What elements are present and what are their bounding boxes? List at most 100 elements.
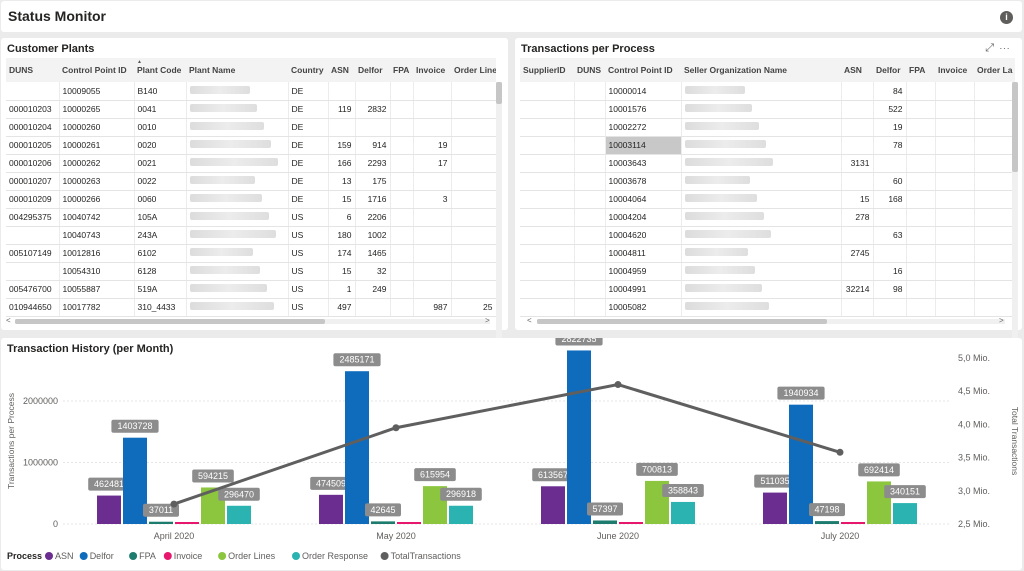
scroll-right-arrow-icon[interactable]: >	[999, 316, 1004, 325]
column-header-plant-code[interactable]: Plant Code ▲	[134, 58, 186, 82]
table-cell[interactable]: 119	[328, 100, 356, 119]
legend-item[interactable]: ASN	[55, 551, 74, 561]
table-cell[interactable]: 522	[873, 100, 907, 119]
table-cell[interactable]	[974, 172, 1016, 191]
table-cell[interactable]	[681, 118, 842, 137]
table-cell[interactable]	[574, 82, 606, 101]
customer-plants-vertical-scrollbar[interactable]	[496, 82, 502, 348]
table-cell[interactable]	[681, 136, 842, 155]
total-transactions-point[interactable]	[614, 381, 622, 389]
table-cell[interactable]: 10000265	[59, 100, 135, 119]
table-row[interactable]: 10003643 3131	[520, 154, 1016, 173]
total-transactions-line[interactable]	[173, 383, 841, 506]
table-cell[interactable]	[574, 244, 606, 263]
table-cell[interactable]: 10004620	[605, 226, 682, 245]
column-header-fpa[interactable]: FPA	[390, 58, 413, 82]
table-row[interactable]: 10004620 63	[520, 226, 1016, 245]
bar-delfor[interactable]	[567, 350, 591, 524]
table-cell[interactable]	[935, 280, 975, 299]
table-cell[interactable]	[390, 154, 414, 173]
table-cell[interactable]: 6	[328, 208, 356, 227]
table-cell[interactable]: 005476700	[6, 280, 60, 299]
bar-order-response[interactable]	[671, 501, 695, 524]
table-cell[interactable]	[574, 280, 606, 299]
legend-item[interactable]: TotalTransactions	[391, 551, 462, 561]
table-row[interactable]: 10054310 6128 US 15 32	[6, 262, 497, 281]
table-cell[interactable]	[451, 82, 497, 101]
column-header-duns[interactable]: DUNS	[6, 58, 59, 82]
table-cell[interactable]: 10002272	[605, 118, 682, 137]
table-cell[interactable]	[873, 298, 907, 317]
column-header-duns[interactable]: DUNS	[574, 58, 605, 82]
table-cell[interactable]	[906, 100, 936, 119]
table-cell[interactable]	[451, 190, 497, 209]
table-cell[interactable]: 3131	[841, 154, 874, 173]
table-cell[interactable]: 1	[328, 280, 356, 299]
table-cell[interactable]: 2206	[355, 208, 391, 227]
bar-fpa[interactable]	[149, 521, 173, 524]
table-cell[interactable]	[186, 208, 289, 227]
table-cell[interactable]	[681, 154, 842, 173]
table-cell[interactable]: 10004204	[605, 208, 682, 227]
legend-item[interactable]: Invoice	[174, 551, 203, 561]
table-cell[interactable]: 000010207	[6, 172, 60, 191]
table-cell[interactable]: 2832	[355, 100, 391, 119]
table-cell[interactable]: 0010	[134, 118, 187, 137]
bar-fpa[interactable]	[371, 521, 395, 524]
table-cell[interactable]	[841, 82, 874, 101]
table-cell[interactable]	[520, 298, 575, 317]
table-cell[interactable]: 278	[841, 208, 874, 227]
table-cell[interactable]: US	[288, 298, 329, 317]
table-cell[interactable]: 519A	[134, 280, 187, 299]
table-cell[interactable]	[390, 244, 414, 263]
table-cell[interactable]	[974, 298, 1016, 317]
table-cell[interactable]	[935, 82, 975, 101]
table-cell[interactable]: 6102	[134, 244, 187, 263]
table-cell[interactable]	[681, 208, 842, 227]
table-cell[interactable]: 84	[873, 82, 907, 101]
table-row[interactable]: 10040743 243A US 180 1002	[6, 226, 497, 245]
table-cell[interactable]	[186, 280, 289, 299]
bar-asn[interactable]	[97, 495, 121, 524]
table-cell[interactable]: DE	[288, 190, 329, 209]
table-cell[interactable]: 005107149	[6, 244, 60, 263]
table-cell[interactable]	[681, 262, 842, 281]
table-cell[interactable]	[451, 244, 497, 263]
table-cell[interactable]: DE	[288, 154, 329, 173]
table-cell[interactable]: US	[288, 262, 329, 281]
column-header-fpa[interactable]: FPA	[906, 58, 935, 82]
table-row[interactable]: 000010203 10000265 0041 DE 119 2832	[6, 100, 497, 119]
table-cell[interactable]	[906, 190, 936, 209]
table-cell[interactable]	[390, 226, 414, 245]
table-cell[interactable]	[520, 100, 575, 119]
table-cell[interactable]	[681, 82, 842, 101]
table-cell[interactable]: 10040742	[59, 208, 135, 227]
table-row[interactable]: 004295375 10040742 105A US 6 2206	[6, 208, 497, 227]
table-cell[interactable]: 105A	[134, 208, 187, 227]
table-cell[interactable]: 914	[355, 136, 391, 155]
table-cell[interactable]: 15	[841, 190, 874, 209]
table-cell[interactable]	[906, 136, 936, 155]
table-cell[interactable]: 10004991	[605, 280, 682, 299]
table-cell[interactable]	[681, 172, 842, 191]
table-cell[interactable]: 10055887	[59, 280, 135, 299]
table-cell[interactable]	[873, 244, 907, 263]
column-header-order-la[interactable]: Order La	[974, 58, 1015, 82]
table-cell[interactable]	[935, 118, 975, 137]
table-cell[interactable]	[935, 100, 975, 119]
table-cell[interactable]	[906, 280, 936, 299]
table-cell[interactable]: 10000266	[59, 190, 135, 209]
table-cell[interactable]	[355, 298, 391, 317]
table-cell[interactable]: US	[288, 280, 329, 299]
table-cell[interactable]	[906, 262, 936, 281]
table-cell[interactable]	[186, 136, 289, 155]
table-cell[interactable]: 000010204	[6, 118, 60, 137]
table-cell[interactable]	[328, 118, 356, 137]
table-cell[interactable]	[974, 244, 1016, 263]
table-cell[interactable]	[186, 226, 289, 245]
table-cell[interactable]	[841, 298, 874, 317]
column-header-supplierid[interactable]: SupplierID	[520, 58, 574, 82]
table-cell[interactable]: 000010203	[6, 100, 60, 119]
bar-delfor[interactable]	[789, 404, 813, 524]
table-cell[interactable]: 10017782	[59, 298, 135, 317]
